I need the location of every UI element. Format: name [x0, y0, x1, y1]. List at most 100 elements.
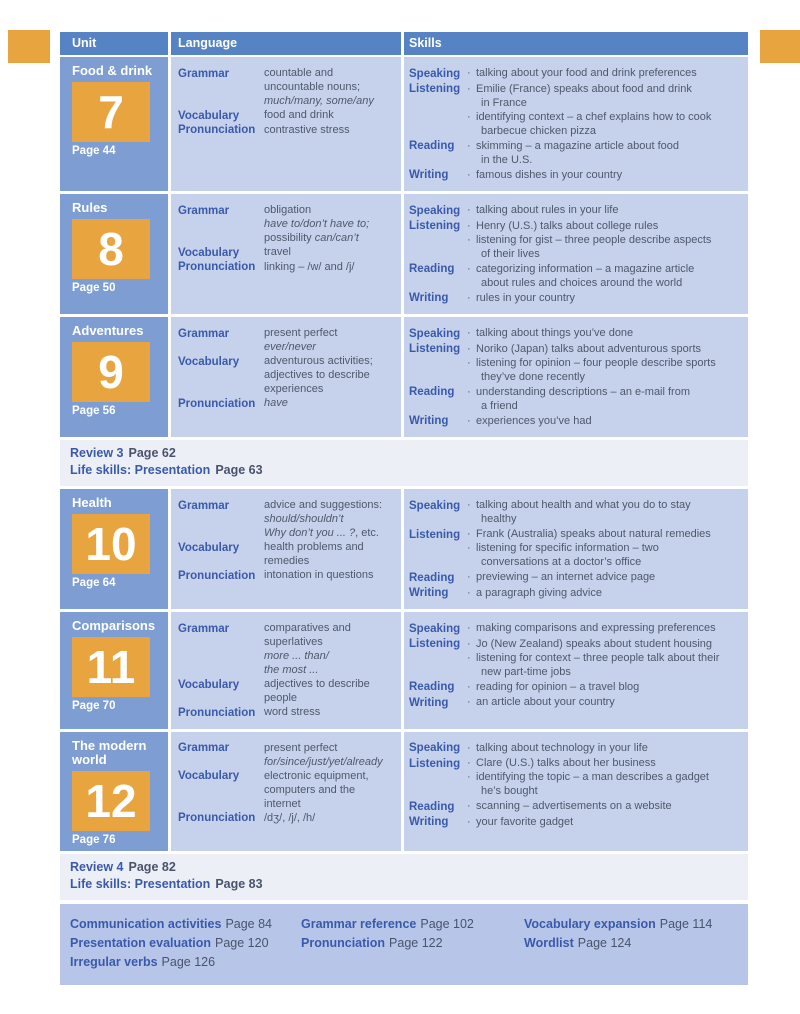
language-line: internet: [264, 797, 397, 811]
skill-items: · rules in your country: [467, 291, 742, 306]
skill-item-text: talking about your food and drink prefer…: [476, 67, 697, 79]
language-value: present perfect ever/never: [264, 326, 397, 354]
language-value: obligation have to/don’t have to; possibil…: [264, 203, 397, 245]
text-segment: travel: [264, 246, 291, 258]
unit-title: Adventures: [72, 324, 158, 338]
bullet-icon: ·: [467, 233, 471, 246]
skill-item-line: they’ve done recently: [467, 370, 742, 384]
skill-item-line: · Emilie (France) speaks about food and d…: [467, 82, 742, 96]
language-category-label: Grammar: [178, 67, 230, 80]
unit-cell: Comparisons 11 Page 70: [60, 612, 168, 729]
language-value: /dʒ/, /j/, /h/: [264, 811, 397, 826]
language-line: uncountable nouns;: [264, 80, 397, 94]
skills-cell: Speaking · making comparisons and expressi…: [404, 612, 748, 729]
skill-items: · an article about your country: [467, 695, 742, 710]
language-category-label: Grammar: [178, 499, 230, 512]
skill-item-text: he’s bought: [481, 785, 538, 797]
footer-reference-label: Grammar reference: [301, 916, 417, 931]
skill-item-line: · a paragraph giving advice: [467, 586, 742, 600]
footer-column: Vocabulary expansion Page 114 Wordlist Page…: [524, 915, 748, 972]
unit-number: 8: [98, 223, 124, 275]
text-segment: more ... than/: [264, 650, 329, 662]
language-line: linking – /w/ and /j/: [264, 260, 397, 274]
skill-category-label: Speaking: [409, 204, 461, 217]
unit-title-line: Food & drink: [72, 63, 153, 78]
language-line: advice and suggestions:: [264, 498, 397, 512]
unit-title-line: Adventures: [72, 323, 144, 338]
language-category-label: Vocabulary: [178, 355, 240, 368]
life-skills-label: Life skills: Presentation: [70, 876, 211, 891]
footer-reference-item: Pronunciation Page 122: [301, 934, 524, 953]
skill-items: · scanning – advertisements on a website: [467, 799, 742, 814]
skill-item-text: rules in your country: [476, 291, 576, 304]
language-line: contrastive stress: [264, 123, 397, 137]
table-header-row: Unit Language Skills: [60, 32, 748, 55]
language-value: comparatives and superlatives more ... tha…: [264, 621, 397, 677]
language-line: computers and the: [264, 783, 397, 797]
language-value: contrastive stress: [264, 123, 397, 138]
skill-item-line: · rules in your country: [467, 291, 742, 305]
skill-category-label: Reading: [409, 571, 455, 584]
unit-row: Adventures 9 Page 56 Grammar present perfect…: [60, 317, 748, 437]
skill-category-label: Reading: [409, 263, 455, 275]
language-category-label: Vocabulary: [178, 678, 240, 691]
skill-items: · Henry (U.S.) talks about college rules ·…: [467, 219, 742, 261]
language-value: linking – /w/ and /j/: [264, 260, 397, 275]
text-segment: computers and the: [264, 783, 356, 796]
skill-category-label: Listening: [409, 83, 461, 95]
skill-items: · talking about rules in your life: [467, 203, 742, 218]
skill-item-text: talking about technology in your life: [476, 741, 648, 754]
skill-items: · talking about health and what you do to…: [467, 498, 742, 526]
bullet-icon: ·: [467, 637, 471, 650]
skill-item-line: · Henry (U.S.) talks about college rules: [467, 219, 742, 233]
language-category-label: Pronunciation: [178, 812, 256, 824]
language-category-label: Vocabulary: [178, 109, 240, 122]
skill-item-text: in the U.S.: [481, 153, 533, 166]
skill-item-text: listening for context – three people tal…: [476, 651, 720, 664]
skill-item-line: in the U.S.: [467, 153, 742, 167]
bullet-icon: ·: [467, 168, 471, 181]
text-segment: possibility: [264, 232, 315, 244]
review-label: Review 3: [70, 446, 124, 460]
bullet-icon: ·: [467, 219, 471, 232]
text-segment: for/since/just/yet/already: [264, 755, 383, 768]
life-skills-line: Life skills: Presentation Page 83: [70, 876, 736, 893]
skill-item-text: previewing – an internet advice page: [476, 571, 656, 583]
footer-column: Communication activities Page 84 Presentat…: [60, 915, 301, 972]
review-line: Review 4 Page 82: [70, 859, 736, 876]
skill-item-text: listening for gist – three people descri…: [476, 233, 712, 246]
skill-item-text: scanning – advertisements on a website: [476, 800, 672, 812]
language-cell: Grammar comparatives and superlatives more …: [171, 612, 401, 729]
language-value: electronic equipment, computers and the in…: [264, 769, 397, 811]
skill-items: · Jo (New Zealand) speaks about student h…: [467, 637, 742, 679]
skill-item-text: categorizing information – a magazine ar…: [476, 262, 695, 275]
language-category-label: Grammar: [178, 327, 230, 340]
skill-category-label: Listening: [409, 528, 461, 541]
language-category-label: Pronunciation: [178, 261, 256, 273]
language-cell: Grammar countable and uncountable nouns; mu…: [171, 57, 401, 191]
unit-page-label: Page 50: [72, 282, 116, 294]
skills-cell: Speaking · talking about rules in your lif…: [404, 194, 748, 314]
language-value: food and drink: [264, 108, 397, 123]
life-skills-page-label: Page 83: [215, 876, 263, 891]
unit-cell: Food & drink 7 Page 44: [60, 57, 168, 191]
review-label: Review 4: [70, 859, 124, 874]
skill-item-line: · identifying context – a chef explains h…: [467, 110, 742, 124]
unit-number-box: 9: [72, 342, 150, 402]
language-category-label: Pronunciation: [178, 397, 256, 410]
life-skills-page-label: Page 63: [215, 463, 263, 477]
language-line: adjectives to describe: [264, 368, 397, 382]
skill-item-line: · scanning – advertisements on a website: [467, 799, 742, 813]
skill-item-text: an article about your country: [476, 696, 615, 708]
skill-item-text: of their lives: [481, 247, 540, 260]
bullet-icon: ·: [467, 327, 471, 339]
skill-category-label: Listening: [409, 638, 461, 650]
skill-category-label: Writing: [409, 415, 449, 427]
skill-item-line: · Frank (Australia) speaks about natural …: [467, 527, 742, 541]
unit-number: 12: [85, 774, 137, 827]
skill-category-label: Speaking: [409, 742, 461, 754]
text-segment: word stress: [264, 706, 321, 718]
skill-item-line: · experiences you’ve had: [467, 414, 742, 428]
skill-item-text: in France: [481, 96, 527, 109]
skill-item-text: Emilie (France) speaks about food and dr…: [476, 82, 692, 95]
